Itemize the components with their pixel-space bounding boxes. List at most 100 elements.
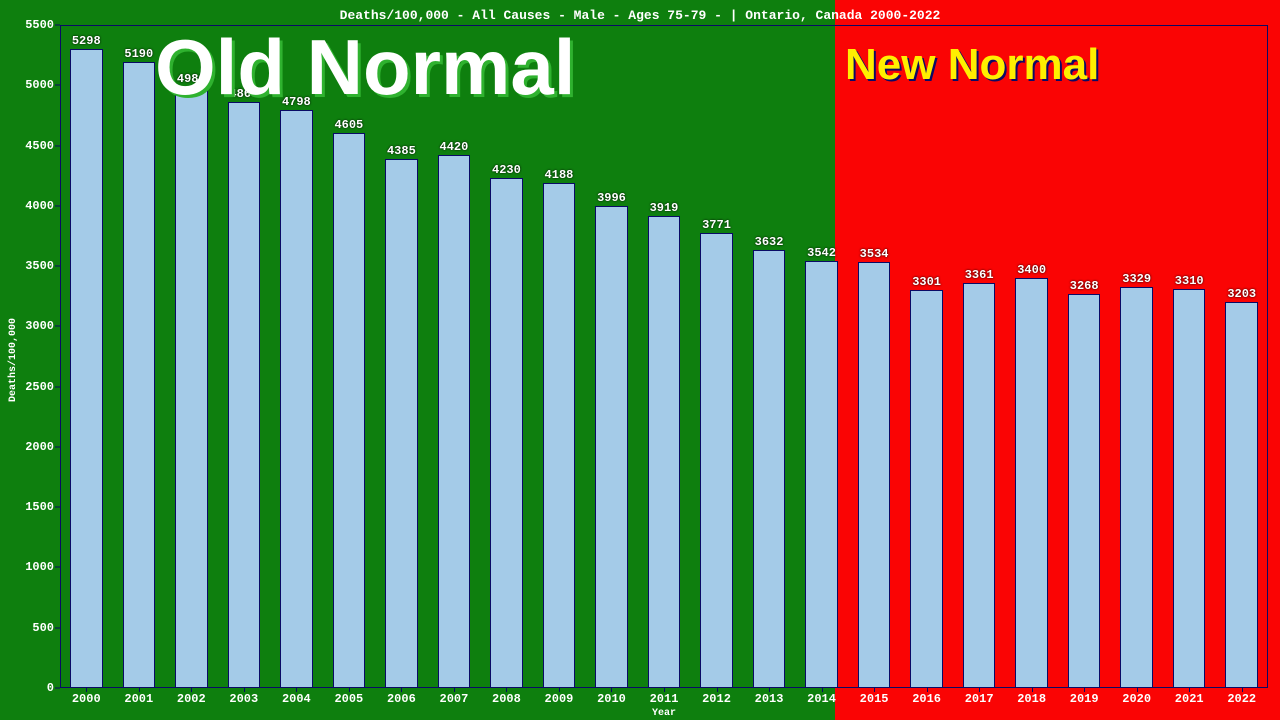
bar: 3919 xyxy=(648,216,681,688)
x-tick-label: 2016 xyxy=(912,692,941,706)
x-tick-label: 2019 xyxy=(1070,692,1099,706)
x-tick-mark xyxy=(139,688,140,692)
bar: 3310 xyxy=(1173,289,1206,688)
x-tick-label: 2007 xyxy=(440,692,469,706)
y-tick-mark xyxy=(55,567,60,568)
bar: 3203 xyxy=(1225,302,1258,688)
bar: 4798 xyxy=(280,110,313,688)
x-tick-label: 2018 xyxy=(1017,692,1046,706)
x-tick-mark xyxy=(769,688,770,692)
bar: 3329 xyxy=(1120,287,1153,688)
bar: 4188 xyxy=(543,183,576,688)
y-tick-label: 2500 xyxy=(25,380,54,394)
y-tick-mark xyxy=(55,326,60,327)
x-tick-mark xyxy=(874,688,875,692)
x-tick-label: 2002 xyxy=(177,692,206,706)
bar-value-label: 3301 xyxy=(912,275,941,289)
x-tick-label: 2001 xyxy=(124,692,153,706)
bar-value-label: 4605 xyxy=(334,118,363,132)
bar-value-label: 3996 xyxy=(597,191,626,205)
bar-value-label: 3361 xyxy=(965,268,994,282)
x-tick-label: 2015 xyxy=(860,692,889,706)
y-axis: 0500100015002000250030003500400045005000… xyxy=(15,25,60,688)
bar: 3534 xyxy=(858,262,891,688)
x-tick-label: 2020 xyxy=(1122,692,1151,706)
y-tick-label: 1500 xyxy=(25,500,54,514)
bar: 3542 xyxy=(805,261,838,688)
bar: 4986 xyxy=(175,87,208,688)
bar: 3996 xyxy=(595,206,628,688)
y-axis-label: Deaths/100,000 xyxy=(8,317,19,401)
x-tick-mark xyxy=(401,688,402,692)
bar: 4420 xyxy=(438,155,471,688)
x-tick-mark xyxy=(664,688,665,692)
bar: 3301 xyxy=(910,290,943,688)
x-tick-label: 2009 xyxy=(545,692,574,706)
chart-plot-area: 0500100015002000250030003500400045005000… xyxy=(60,25,1268,688)
x-tick-label: 2012 xyxy=(702,692,731,706)
bar: 4605 xyxy=(333,133,366,688)
y-tick-mark xyxy=(55,507,60,508)
y-tick-label: 3000 xyxy=(25,319,54,333)
bar-value-label: 4188 xyxy=(545,168,574,182)
bar: 3361 xyxy=(963,283,996,688)
y-tick-mark xyxy=(55,145,60,146)
x-tick-label: 2003 xyxy=(229,692,258,706)
x-tick-label: 2017 xyxy=(965,692,994,706)
x-tick-mark xyxy=(454,688,455,692)
bar-value-label: 5298 xyxy=(72,34,101,48)
x-tick-mark xyxy=(191,688,192,692)
x-tick-mark xyxy=(86,688,87,692)
x-tick-label: 2013 xyxy=(755,692,784,706)
bar-value-label: 3203 xyxy=(1227,287,1256,301)
x-tick-mark xyxy=(506,688,507,692)
y-tick-mark xyxy=(55,627,60,628)
x-tick-label: 2022 xyxy=(1227,692,1256,706)
x-tick-label: 2006 xyxy=(387,692,416,706)
y-tick-label: 4500 xyxy=(25,139,54,153)
bar-value-label: 4230 xyxy=(492,163,521,177)
x-tick-mark xyxy=(717,688,718,692)
x-tick-mark xyxy=(1032,688,1033,692)
bar: 3400 xyxy=(1015,278,1048,688)
bar-value-label: 3310 xyxy=(1175,274,1204,288)
x-tick-mark xyxy=(979,688,980,692)
bar-value-label: 4420 xyxy=(440,140,469,154)
y-tick-label: 2000 xyxy=(25,440,54,454)
x-tick-label: 2021 xyxy=(1175,692,1204,706)
bar: 3771 xyxy=(700,233,733,688)
x-tick-label: 2004 xyxy=(282,692,311,706)
x-tick-mark xyxy=(1189,688,1190,692)
x-tick-label: 2008 xyxy=(492,692,521,706)
x-tick-mark xyxy=(1084,688,1085,692)
x-tick-mark xyxy=(822,688,823,692)
x-tick-mark xyxy=(1242,688,1243,692)
overlay-new-normal: New Normal xyxy=(845,40,1099,90)
bar-value-label: 5190 xyxy=(124,47,153,61)
chart-title: Deaths/100,000 - All Causes - Male - Age… xyxy=(0,8,1280,23)
y-tick-mark xyxy=(55,205,60,206)
bar: 3268 xyxy=(1068,294,1101,688)
x-tick-label: 2000 xyxy=(72,692,101,706)
y-tick-label: 500 xyxy=(32,621,54,635)
bar-value-label: 3542 xyxy=(807,246,836,260)
bar-value-label: 3534 xyxy=(860,247,889,261)
bar-value-label: 3919 xyxy=(650,201,679,215)
y-tick-mark xyxy=(55,446,60,447)
x-tick-label: 2011 xyxy=(650,692,679,706)
y-tick-mark xyxy=(55,386,60,387)
x-tick-mark xyxy=(611,688,612,692)
bar-value-label: 4385 xyxy=(387,144,416,158)
bar-value-label: 3329 xyxy=(1122,272,1151,286)
bar-value-label: 3771 xyxy=(702,218,731,232)
bar: 5298 xyxy=(70,49,103,688)
y-tick-mark xyxy=(55,688,60,689)
y-tick-label: 0 xyxy=(47,681,54,695)
y-tick-mark xyxy=(55,266,60,267)
x-tick-mark xyxy=(349,688,350,692)
bar-value-label: 3268 xyxy=(1070,279,1099,293)
bar: 3632 xyxy=(753,250,786,688)
x-tick-mark xyxy=(559,688,560,692)
x-tick-label: 2014 xyxy=(807,692,836,706)
x-axis-label: Year xyxy=(652,708,676,719)
